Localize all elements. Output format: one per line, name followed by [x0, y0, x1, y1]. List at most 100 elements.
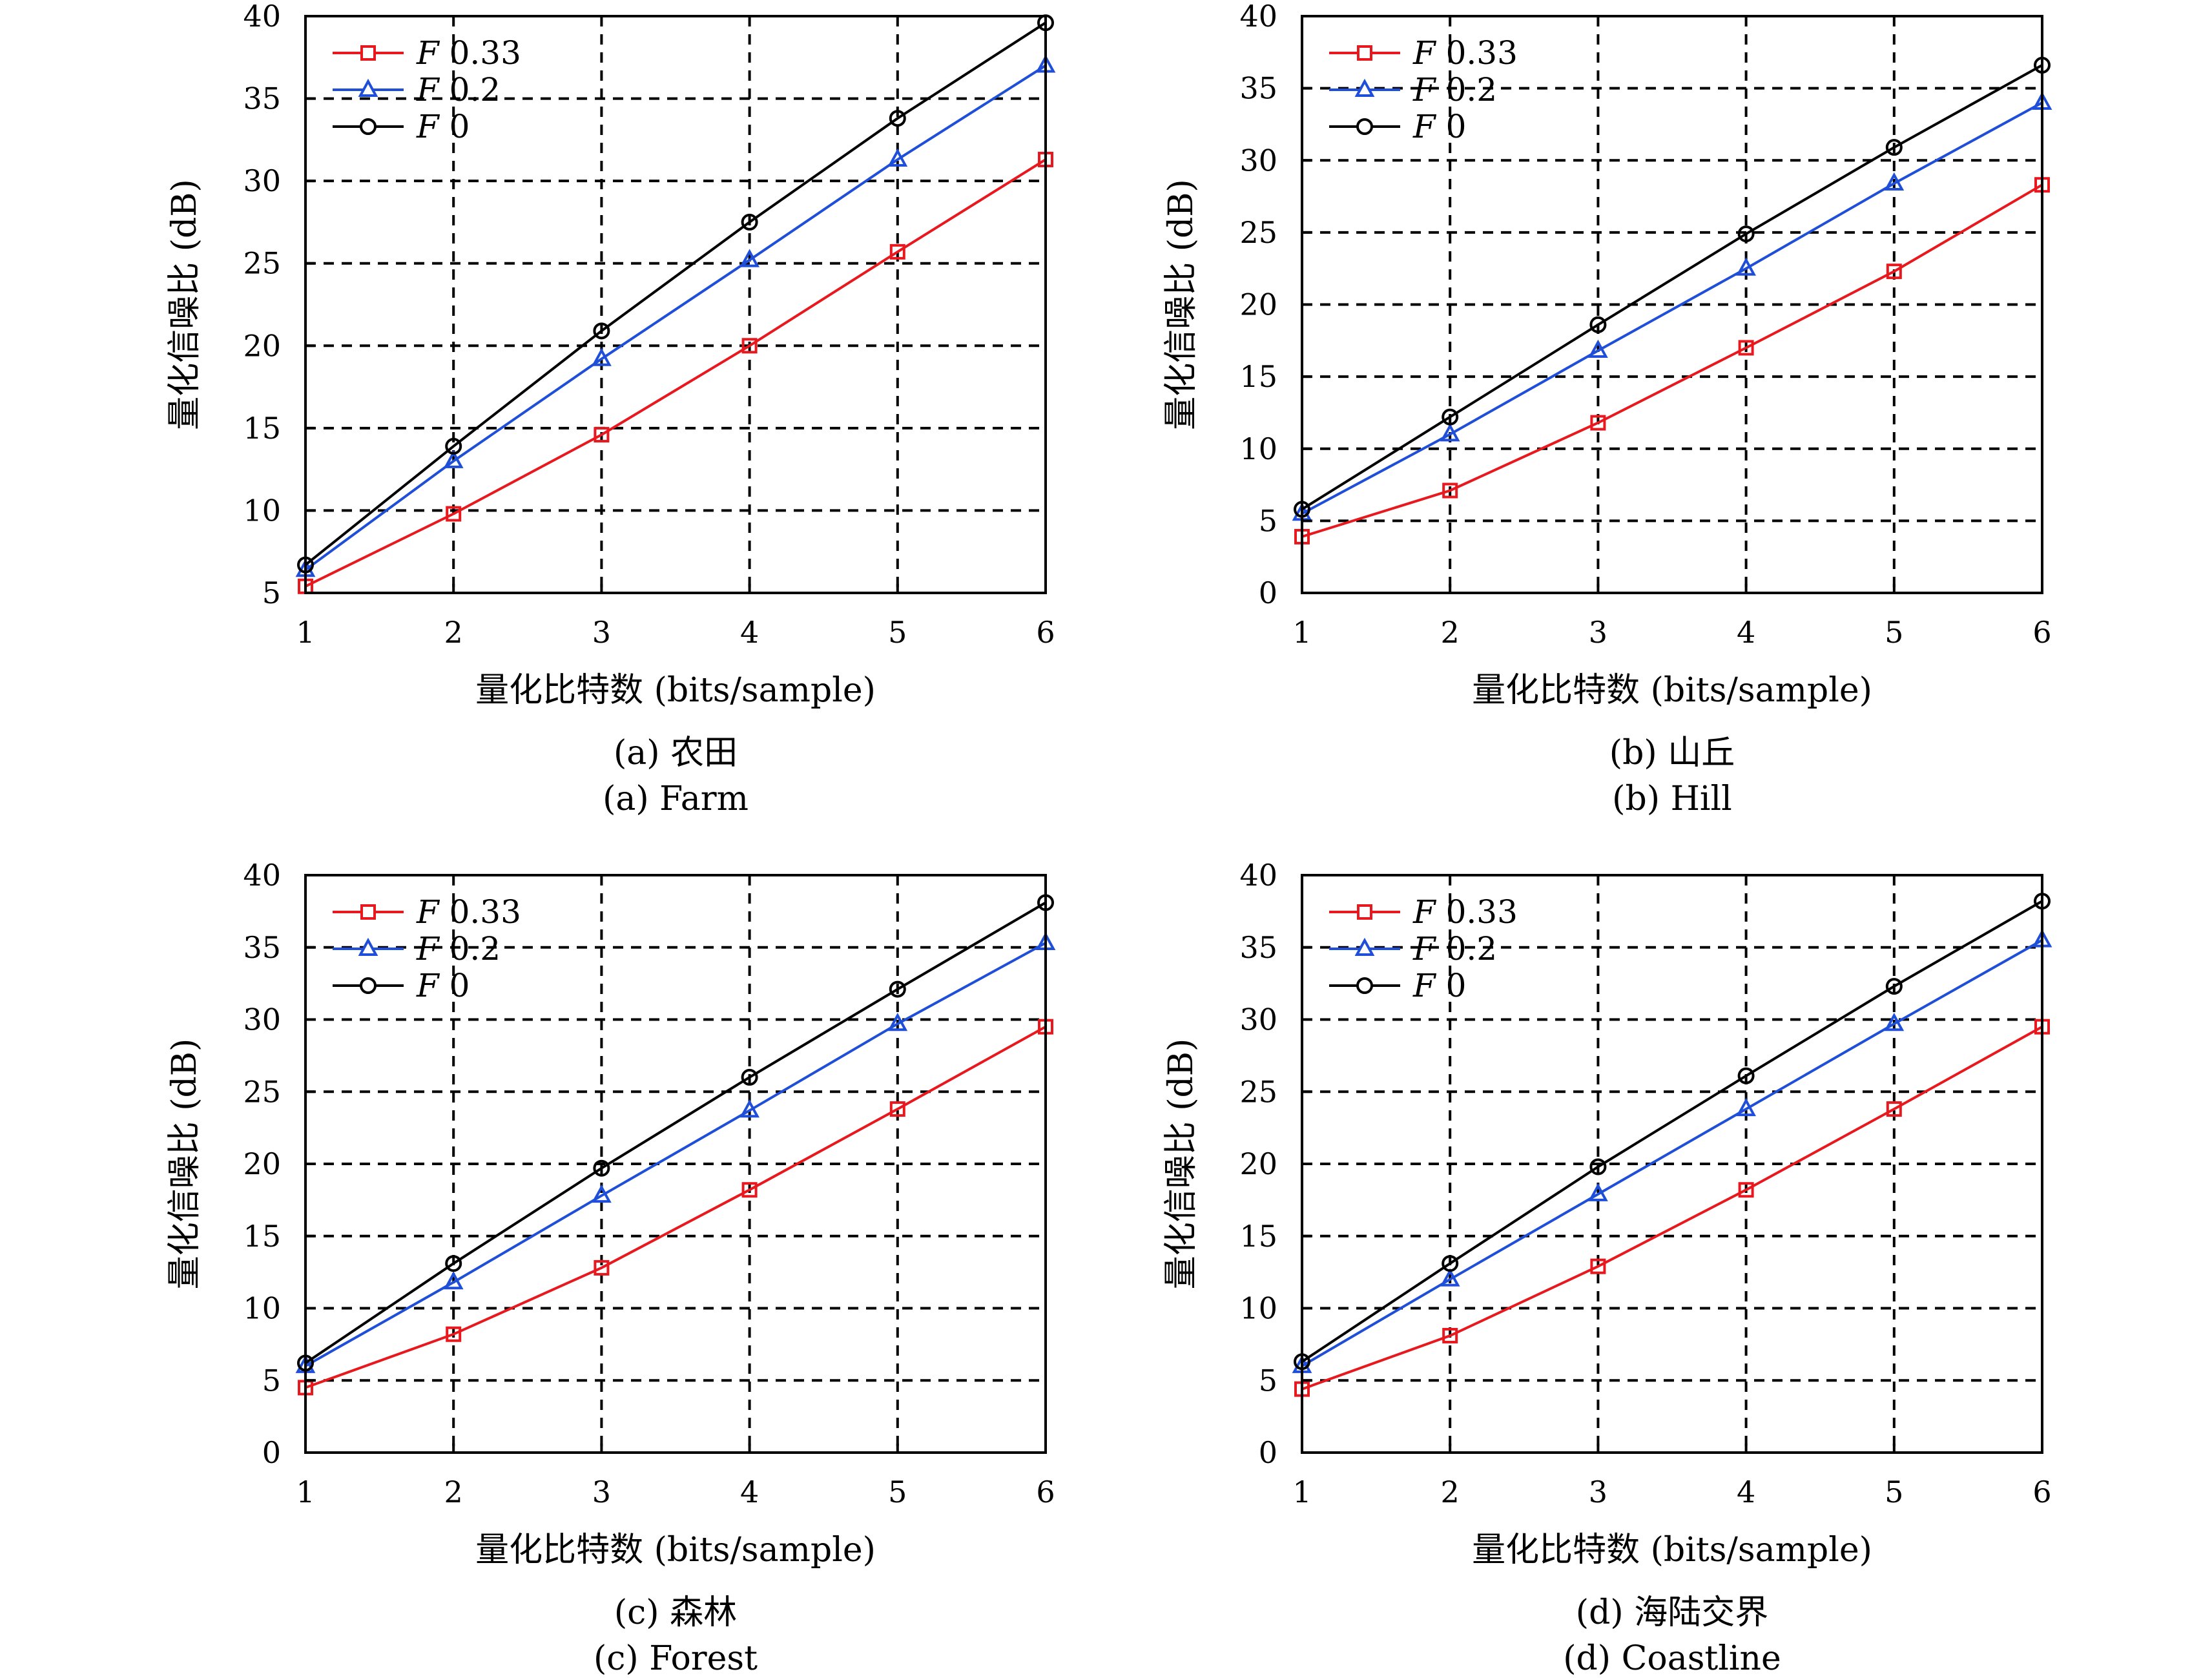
data-point-triangle	[1736, 1097, 1756, 1117]
data-point-circle	[1737, 225, 1755, 243]
legend-marker-triangle	[1354, 78, 1375, 97]
data-point-triangle	[887, 1013, 908, 1031]
legend-label-value: 0	[1436, 967, 1467, 1004]
series-1	[1292, 929, 2052, 1373]
legend-marker-circle	[1356, 118, 1373, 135]
legend-label-symbol: F	[1412, 71, 1437, 109]
x-tick-label: 2	[444, 615, 463, 650]
x-tick-label: 1	[296, 1475, 315, 1509]
x-tick-label: 6	[2032, 1475, 2051, 1509]
legend-label: F 0.2	[1412, 71, 1497, 109]
legend-label-value: 0.2	[1436, 71, 1497, 109]
y-tick-label: 20	[1239, 287, 1277, 322]
series-0	[298, 1019, 1053, 1396]
data-point-square	[1590, 1258, 1606, 1274]
data-point-square	[1886, 1101, 1902, 1117]
legend-label: F 0.33	[1412, 34, 1518, 72]
y-tick-label: 25	[243, 1074, 281, 1109]
chart-panel-1: 1 2 3 4 5 6 5 10 15 20 25 30 35 40 量化比特数 (bits/sample)…	[165, 0, 1056, 818]
x-tick-label: 2	[1441, 1475, 1460, 1509]
x-tick-label: 1	[296, 615, 315, 650]
series-line	[1301, 101, 2043, 515]
x-tick-label: 1	[1292, 615, 1311, 650]
data-point-triangle	[592, 347, 612, 366]
series-line	[1301, 938, 2043, 1367]
series-line	[1301, 1025, 2043, 1391]
x-tick-label: 1	[1292, 1475, 1311, 1509]
y-tick-label: 20	[1239, 1146, 1277, 1181]
data-point-circle	[741, 1068, 758, 1086]
x-axis-title: 量化比特数 (bits/sample)	[475, 671, 876, 710]
legend-label-symbol: F	[1412, 108, 1437, 145]
series-line	[1301, 900, 2043, 1363]
data-point-square	[1442, 482, 1458, 499]
grid	[305, 875, 1046, 1453]
data-point-circle	[593, 1159, 610, 1177]
y-tick-label: 5	[1259, 503, 1277, 538]
data-point-circle	[741, 213, 758, 231]
data-point-square	[1590, 415, 1606, 431]
data-point-triangle	[1588, 339, 1608, 358]
legend-label-symbol: F	[416, 967, 440, 1004]
data-point-triangle	[443, 1271, 464, 1290]
data-point-square	[1886, 264, 1902, 280]
data-point-circle	[1737, 1067, 1755, 1084]
series-line	[305, 1025, 1046, 1389]
x-tick-label: 5	[1885, 615, 1903, 650]
legend-label: F 0	[1412, 967, 1466, 1004]
x-tick-label: 5	[888, 1475, 907, 1509]
x-tick-label: 2	[1441, 615, 1460, 650]
legend-marker-square	[360, 904, 376, 920]
y-tick-label: 35	[1239, 930, 1277, 965]
y-tick-label: 0	[262, 1435, 281, 1470]
y-tick-label: 35	[243, 930, 281, 965]
data-point-triangle	[592, 1184, 612, 1203]
series-0	[1294, 1019, 2050, 1397]
y-tick-label: 20	[243, 328, 281, 363]
legend-label-value: 0.2	[1436, 930, 1497, 968]
y-axis-title: 量化信噪比 (dB)	[165, 179, 204, 430]
y-tick-label: 10	[1239, 431, 1277, 466]
data-point-circle	[593, 322, 610, 340]
legend-marker-circle	[360, 977, 377, 994]
y-tick-label: 0	[1259, 1435, 1277, 1470]
caption-chinese: (b) 山丘	[1609, 734, 1735, 772]
y-tick-label: 30	[243, 163, 281, 198]
legend-label-value: 0.2	[439, 71, 501, 109]
x-tick-label: 4	[1737, 615, 1755, 650]
caption-english: (a) Farm	[603, 780, 749, 818]
data-point-circle	[1589, 1158, 1607, 1176]
legend-label: F 0.2	[416, 71, 501, 109]
series-0	[298, 151, 1053, 594]
data-point-circle	[889, 110, 906, 127]
legend-label-symbol: F	[1412, 930, 1437, 968]
x-tick-label: 3	[592, 1475, 611, 1509]
data-point-square	[446, 1326, 462, 1342]
chart-panel-4: 1 2 3 4 5 6 0 5 10 15 20 25 30 35 40 量化比特数 (bits/sample…	[1162, 858, 2052, 1678]
data-point-square	[1738, 1182, 1754, 1198]
caption-chinese: (c) 森林	[614, 1593, 737, 1632]
data-point-square	[889, 1101, 905, 1117]
y-tick-label: 0	[1259, 575, 1277, 610]
data-point-square	[594, 1259, 610, 1276]
y-axis-title: 量化信噪比 (dB)	[1162, 179, 1201, 430]
y-tick-label: 25	[1239, 1074, 1277, 1109]
legend-marker-triangle	[358, 937, 378, 956]
data-point-triangle	[1884, 1013, 1905, 1031]
legend-label-value: 0.33	[1436, 34, 1518, 72]
legend-label-symbol: F	[1412, 967, 1437, 1004]
x-axis-title: 量化比特数 (bits/sample)	[475, 1531, 876, 1569]
y-tick-label: 35	[1239, 71, 1277, 106]
series-line	[1301, 64, 2043, 511]
legend-marker-square	[360, 45, 376, 61]
y-tick-label: 40	[1239, 0, 1277, 34]
x-tick-label: 4	[740, 615, 759, 650]
data-point-square	[1738, 340, 1754, 356]
legend-label-symbol: F	[416, 71, 440, 109]
legend-label-symbol: F	[416, 893, 440, 931]
data-point-circle	[1885, 139, 1903, 156]
legend-label: F 0.33	[416, 893, 521, 931]
y-tick-label: 30	[1239, 143, 1277, 178]
legend: F 0.33F 0.2F 0	[333, 893, 521, 1004]
